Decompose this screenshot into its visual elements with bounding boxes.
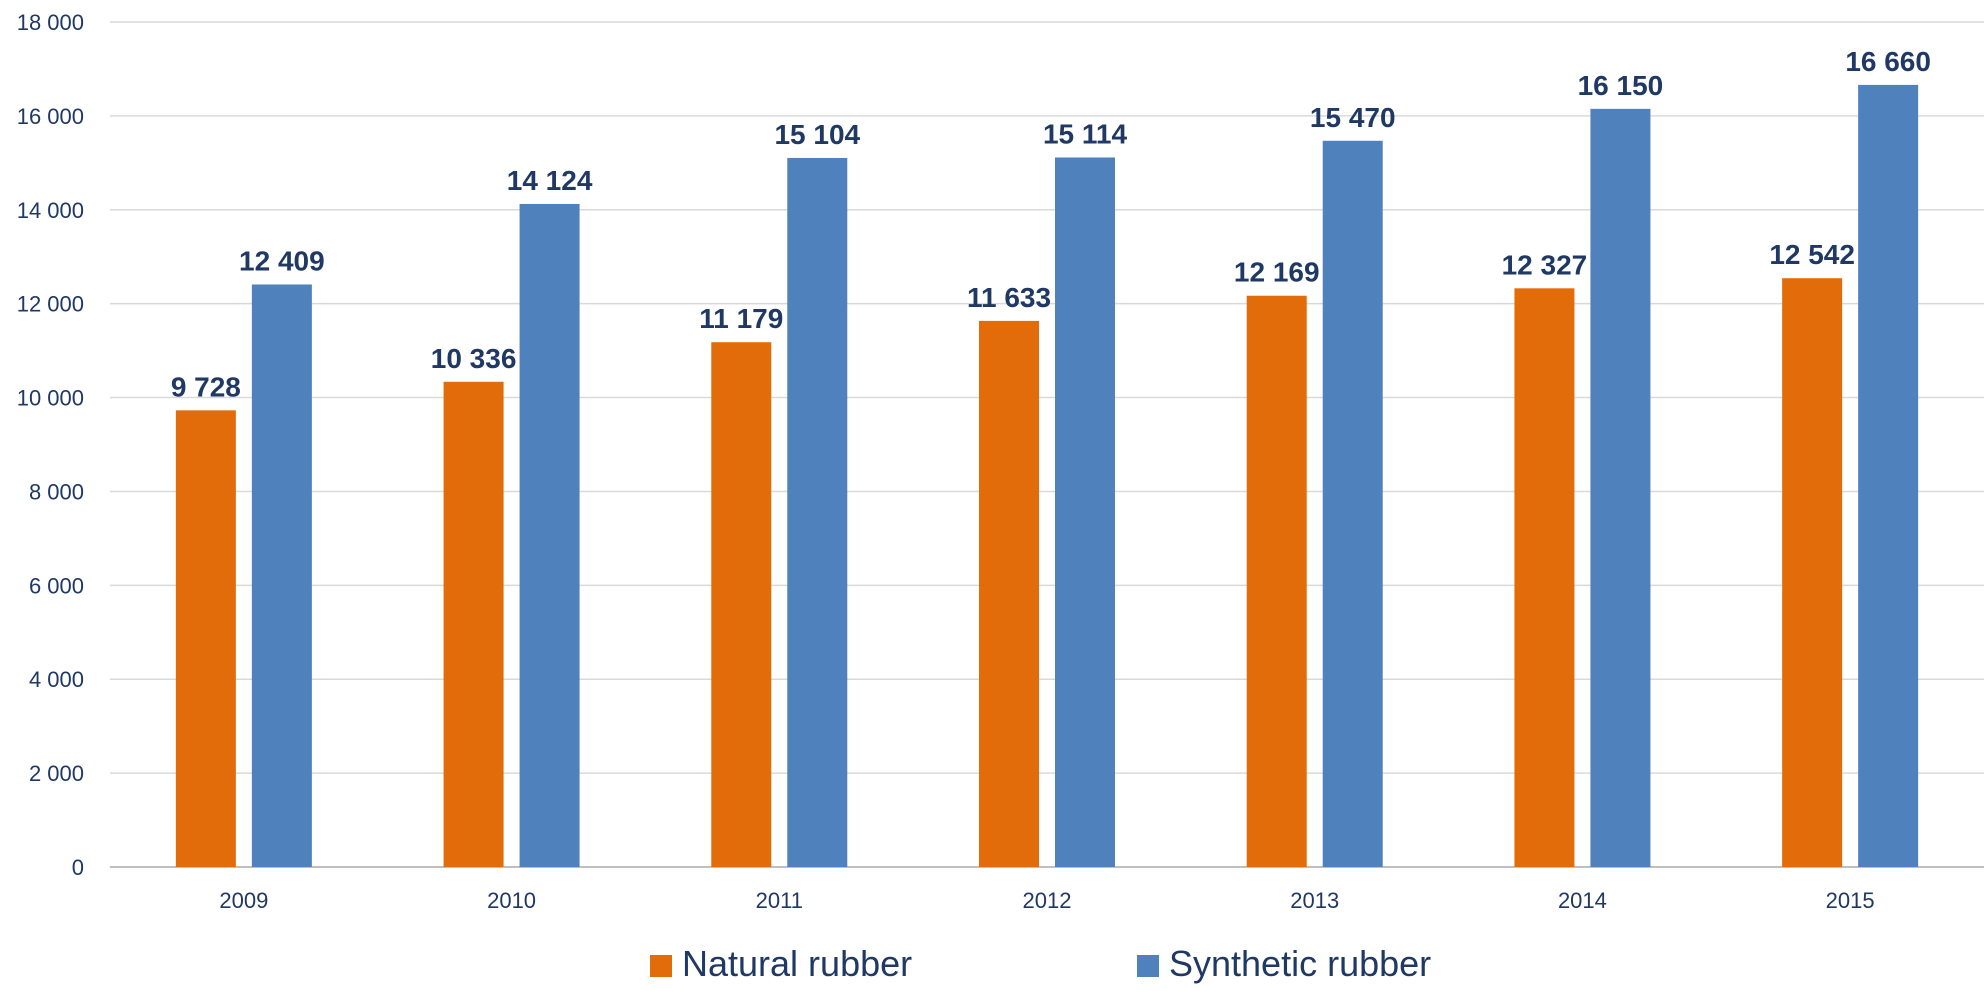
y-axis: 0 2 000 4 000 6 000 8 000 10 000 12 000 14 000 1… (17, 10, 84, 880)
x-tick-label: 2009 (219, 888, 268, 913)
synthetic-rubber-bar (1858, 84, 1919, 867)
synthetic-rubber-data-label: 16 660 (1845, 46, 1931, 77)
gridlines (110, 21, 1984, 868)
y-tick-label: 6 000 (29, 573, 84, 598)
y-tick-label: 2 000 (29, 761, 84, 786)
synthetic-rubber-bar (1322, 140, 1383, 868)
legend-synthetic-rubber: Synthetic rubber (1137, 943, 1431, 984)
y-tick-label: 4 000 (29, 667, 84, 692)
natural-rubber-data-label: 12 327 (1502, 249, 1588, 280)
x-tick-label: 2014 (1558, 888, 1607, 913)
natural-rubber-bar (1246, 295, 1307, 868)
synthetic-rubber-bar (1055, 157, 1115, 867)
x-tick-label: 2010 (487, 888, 536, 913)
natural-rubber-bar (1514, 288, 1575, 868)
synthetic-rubber-bar (1590, 108, 1651, 867)
y-tick-label: 16 000 (17, 104, 84, 129)
y-tick-label: 10 000 (17, 386, 84, 411)
legend-label: Natural rubber (682, 943, 912, 984)
x-tick-label: 2013 (1290, 888, 1339, 913)
natural-rubber-data-label: 12 542 (1769, 239, 1855, 270)
legend-label: Synthetic rubber (1169, 943, 1431, 984)
y-tick-label: 0 (72, 855, 84, 880)
bars (175, 84, 1919, 868)
synthetic-rubber-data-label: 15 470 (1310, 102, 1396, 133)
x-tick-label: 2015 (1826, 888, 1875, 913)
x-tick-label: 2012 (1023, 888, 1072, 913)
natural-rubber-bar (175, 410, 236, 867)
synthetic-rubber-bar (251, 284, 312, 867)
y-tick-label: 12 000 (17, 292, 84, 317)
legend-swatch (650, 955, 672, 977)
natural-rubber-data-label: 9 728 (171, 371, 241, 402)
synthetic-rubber-bar (787, 157, 848, 867)
natural-rubber-data-label: 11 179 (699, 303, 783, 334)
legend-swatch (1137, 955, 1159, 977)
natural-rubber-data-label: 11 633 (967, 282, 1051, 313)
synthetic-rubber-data-label: 15 114 (1043, 118, 1128, 149)
y-tick-label: 8 000 (29, 479, 84, 504)
synthetic-rubber-bar (519, 203, 580, 867)
legend: Natural rubber Synthetic rubber (650, 943, 1431, 984)
synthetic-rubber-data-label: 14 124 (507, 165, 593, 196)
natural-rubber-bar (1782, 278, 1843, 867)
y-tick-label: 14 000 (17, 198, 84, 223)
y-tick-label: 18 000 (17, 10, 84, 35)
natural-rubber-bar (711, 342, 772, 867)
x-axis: 2009 2010 2011 2012 2013 2014 2015 (219, 888, 1874, 913)
x-tick-label: 2011 (756, 888, 803, 913)
legend-natural-rubber: Natural rubber (650, 943, 912, 984)
natural-rubber-data-label: 10 336 (431, 343, 517, 374)
synthetic-rubber-data-label: 12 409 (239, 245, 325, 276)
synthetic-rubber-data-label: 16 150 (1578, 70, 1664, 101)
synthetic-rubber-data-label: 15 104 (774, 119, 860, 150)
data-labels: 9 728 12 409 10 336 14 124 11 179 15 104 11 63… (171, 46, 1931, 402)
natural-rubber-bar (443, 381, 504, 867)
natural-rubber-bar (979, 320, 1039, 867)
natural-rubber-data-label: 12 169 (1234, 257, 1320, 288)
